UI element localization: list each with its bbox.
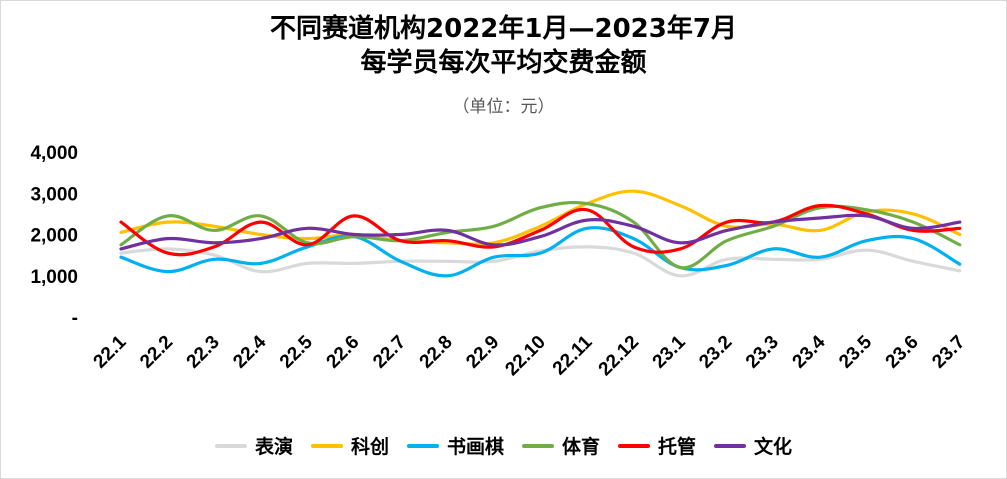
x-tick-label: 22.7 bbox=[369, 332, 410, 373]
legend-swatch bbox=[214, 443, 247, 448]
x-tick-label: 22.12 bbox=[595, 332, 643, 380]
x-tick-label: 23.7 bbox=[928, 332, 969, 373]
legend-swatch bbox=[618, 443, 651, 448]
x-tick-label: 22.6 bbox=[323, 332, 364, 373]
legend-item-1: 表演 bbox=[214, 432, 293, 459]
legend-item-2: 科创 bbox=[310, 432, 389, 459]
legend-item-6: 文化 bbox=[714, 432, 792, 459]
series-line-4 bbox=[119, 200, 962, 270]
chart-title-line-1: 不同赛道机构2022年1月—2023年7月 bbox=[270, 14, 737, 44]
x-tick-label: 22.3 bbox=[183, 332, 224, 373]
series-line-6 bbox=[119, 213, 962, 251]
series-line-5 bbox=[119, 203, 962, 257]
legend-swatch bbox=[714, 443, 747, 448]
legend-swatch bbox=[522, 443, 554, 448]
y-tick-label: 1,000 bbox=[30, 267, 78, 288]
x-tick-label: 23.3 bbox=[742, 332, 783, 373]
legend-item-3: 书画棋 bbox=[406, 432, 504, 459]
x-tick-label: 22.8 bbox=[416, 332, 457, 373]
x-tick-label: 23.2 bbox=[695, 332, 736, 373]
y-tick-label: 4,000 bbox=[30, 143, 78, 164]
chart-subtitle: （单位：元） bbox=[452, 97, 555, 117]
legend-label: 托管 bbox=[658, 436, 697, 458]
x-tick-label: 22.2 bbox=[136, 332, 177, 373]
series-line-2 bbox=[119, 189, 962, 246]
x-tick-label: 23.5 bbox=[835, 331, 876, 372]
x-tick-label: 22.1 bbox=[90, 331, 131, 372]
y-tick-label: - bbox=[72, 308, 78, 329]
x-tick-label: 22.9 bbox=[462, 332, 503, 373]
chart-title-line-2: 每学员每次平均交费金额 bbox=[360, 48, 647, 78]
y-tick-label: 2,000 bbox=[30, 226, 78, 247]
x-tick-label: 23.4 bbox=[789, 331, 830, 372]
legend-swatch bbox=[310, 443, 343, 448]
chart-title: 不同赛道机构2022年1月—2023年7月 每学员每次平均交费金额 bbox=[0, 12, 1007, 80]
legend-item-4: 体育 bbox=[522, 432, 600, 459]
legend-label: 书画棋 bbox=[446, 436, 504, 458]
x-tick-label: 23.6 bbox=[882, 332, 923, 373]
x-tick-label: 22.10 bbox=[501, 332, 549, 380]
series-line-1 bbox=[119, 245, 962, 278]
y-tick-label: 3,000 bbox=[30, 184, 78, 205]
legend-label: 文化 bbox=[754, 436, 793, 458]
x-tick-label: 23.1 bbox=[649, 331, 690, 372]
legend-swatch bbox=[406, 443, 439, 448]
legend-label: 表演 bbox=[254, 436, 293, 458]
x-tick-label: 22.5 bbox=[276, 331, 317, 372]
chart-legend: 表演 科创 书画棋 体育 托管 文化 bbox=[0, 432, 1007, 459]
legend-label: 科创 bbox=[350, 436, 389, 458]
series-line-3 bbox=[119, 226, 962, 278]
legend-item-5: 托管 bbox=[618, 432, 696, 459]
x-tick-label: 22.4 bbox=[229, 331, 270, 372]
x-tick-label: 22.11 bbox=[549, 331, 597, 379]
legend-label: 体育 bbox=[562, 436, 601, 458]
